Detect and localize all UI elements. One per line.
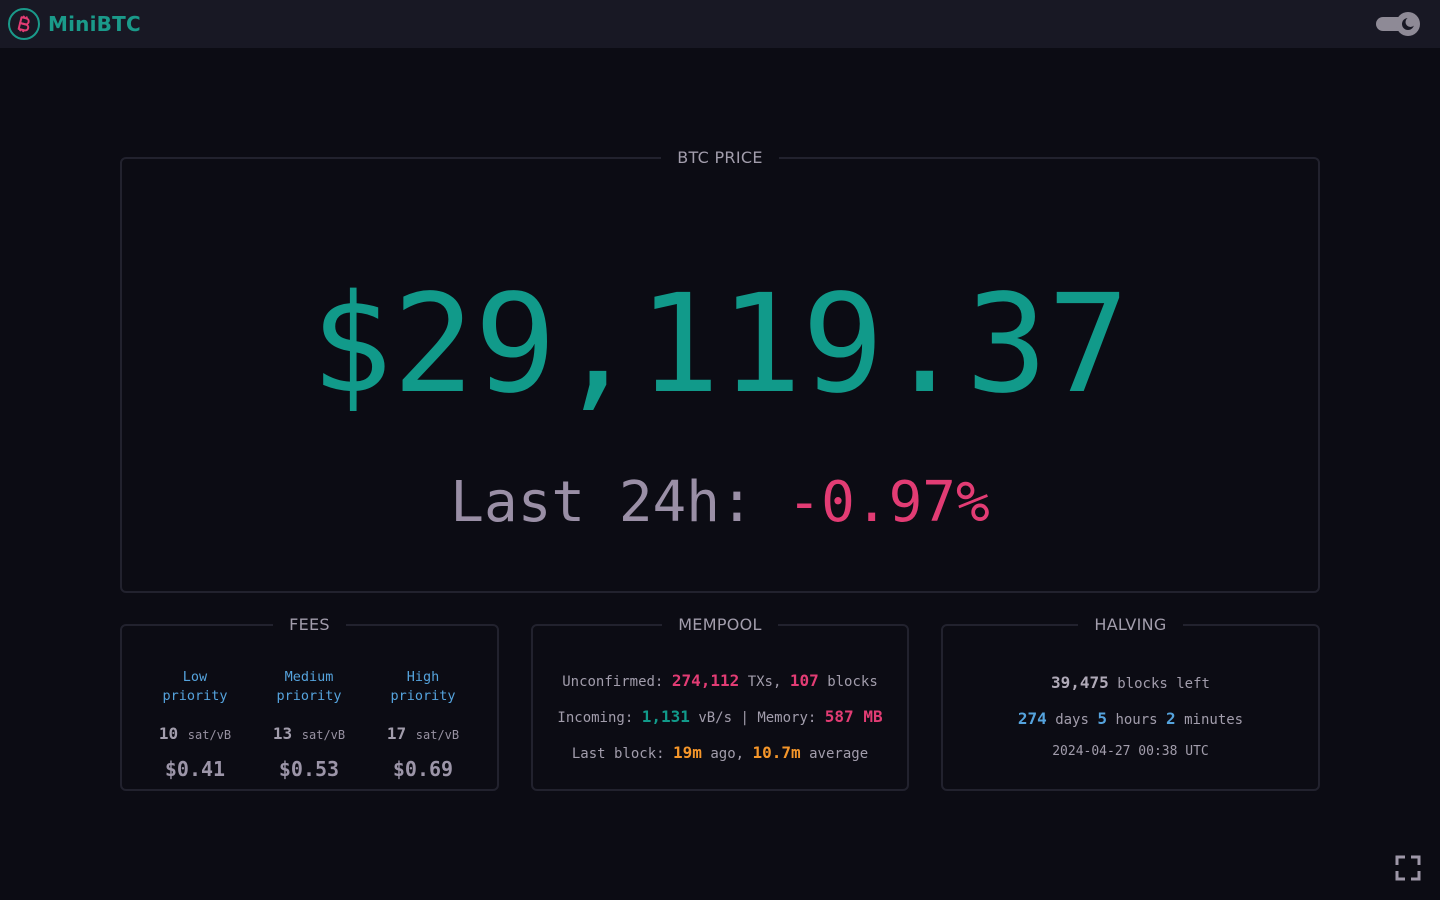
time-left-line: 274 days 5 hours 2 minutes: [1017, 709, 1244, 728]
blocks-left-value: 39,475: [1051, 673, 1109, 692]
unconfirmed-txs: 274,112: [671, 671, 740, 690]
average-block-time: 10.7m: [752, 743, 801, 762]
brand-name: MiniBTC: [48, 12, 141, 36]
fee-usd: $0.41: [164, 757, 226, 781]
moon-icon: [1396, 12, 1420, 36]
fullscreen-icon[interactable]: [1395, 855, 1421, 881]
bitcoin-icon: [8, 8, 40, 40]
top-navbar: MiniBTC: [0, 0, 1440, 48]
change-value: -0.97%: [787, 470, 990, 535]
incoming-line: Incoming: 1,131 vB/s | Memory: 587 MB: [557, 707, 883, 726]
btc-price-value: $29,119.37: [310, 266, 1130, 424]
unconfirmed-blocks: 107: [789, 671, 819, 690]
fee-tier-label: Medium priority: [276, 669, 342, 704]
hours-value: 5: [1097, 709, 1107, 728]
brand-link[interactable]: MiniBTC: [8, 8, 141, 40]
fee-usd: $0.69: [392, 757, 454, 781]
change-label: Last 24h:: [450, 470, 754, 535]
fee-rate: 17 sat/vB: [386, 724, 460, 743]
memory-size: 587 MB: [824, 707, 883, 726]
halving-legend: HALVING: [1094, 615, 1167, 634]
fee-tier-high: High priority 17 sat/vB $0.69: [366, 668, 480, 781]
incoming-rate: 1,131: [641, 707, 690, 726]
fee-tier-low: Low priority 10 sat/vB $0.41: [138, 668, 252, 781]
fee-tier-label: High priority: [390, 669, 456, 704]
theme-toggle[interactable]: [1376, 10, 1424, 38]
fee-rate: 10 sat/vB: [158, 724, 232, 743]
mempool-legend: MEMPOOL: [678, 615, 762, 634]
fee-tier-label: Low priority: [162, 669, 228, 704]
days-value: 274: [1017, 709, 1047, 728]
mempool-panel: MEMPOOL Unconfirmed: 274,112 TXs, 107 bl…: [531, 615, 909, 791]
minutes-value: 2: [1166, 709, 1176, 728]
price-change-line: Last 24h: -0.97%: [122, 475, 1318, 531]
fee-rate: 13 sat/vB: [272, 724, 346, 743]
last-block-line: Last block: 19m ago, 10.7m average: [571, 743, 869, 762]
fees-panel: FEES Low priority 10 sat/vB $0.41 Medium p…: [120, 615, 499, 791]
blocks-left-line: 39,475 blocks left: [1051, 673, 1210, 692]
btc-price-panel: BTC PRICE $29,119.37 Last 24h: -0.97%: [120, 148, 1320, 593]
fees-legend: FEES: [289, 615, 330, 634]
fee-columns: Low priority 10 sat/vB $0.41 Medium priori…: [138, 668, 484, 781]
last-block-time: 19m: [673, 743, 702, 762]
btc-price-legend: BTC PRICE: [677, 148, 763, 167]
halving-date: 2024-04-27 00:38 UTC: [1052, 744, 1209, 759]
halving-panel: HALVING 39,475 blocks left 274 days 5 ho…: [941, 615, 1320, 791]
fee-tier-medium: Medium priority 13 sat/vB $0.53: [252, 668, 366, 781]
fee-usd: $0.53: [278, 757, 340, 781]
unconfirmed-line: Unconfirmed: 274,112 TXs, 107 blocks: [562, 671, 878, 690]
